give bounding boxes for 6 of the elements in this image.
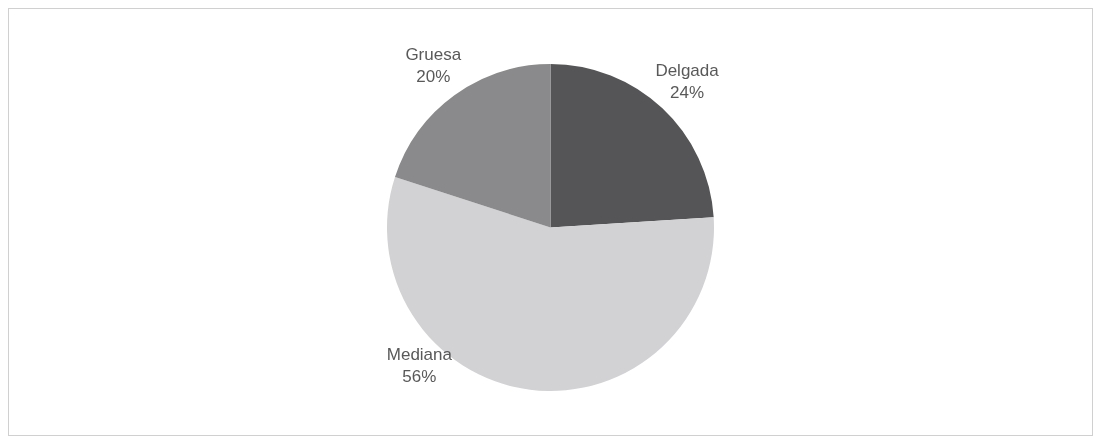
- data-label: 20%: [416, 66, 451, 86]
- slice-label: Mediana: [386, 345, 453, 365]
- slice-label: Gruesa: [405, 44, 462, 64]
- data-label: 24%: [670, 82, 705, 102]
- data-label: 56%: [402, 367, 437, 387]
- slice-label: Delgada: [655, 60, 720, 80]
